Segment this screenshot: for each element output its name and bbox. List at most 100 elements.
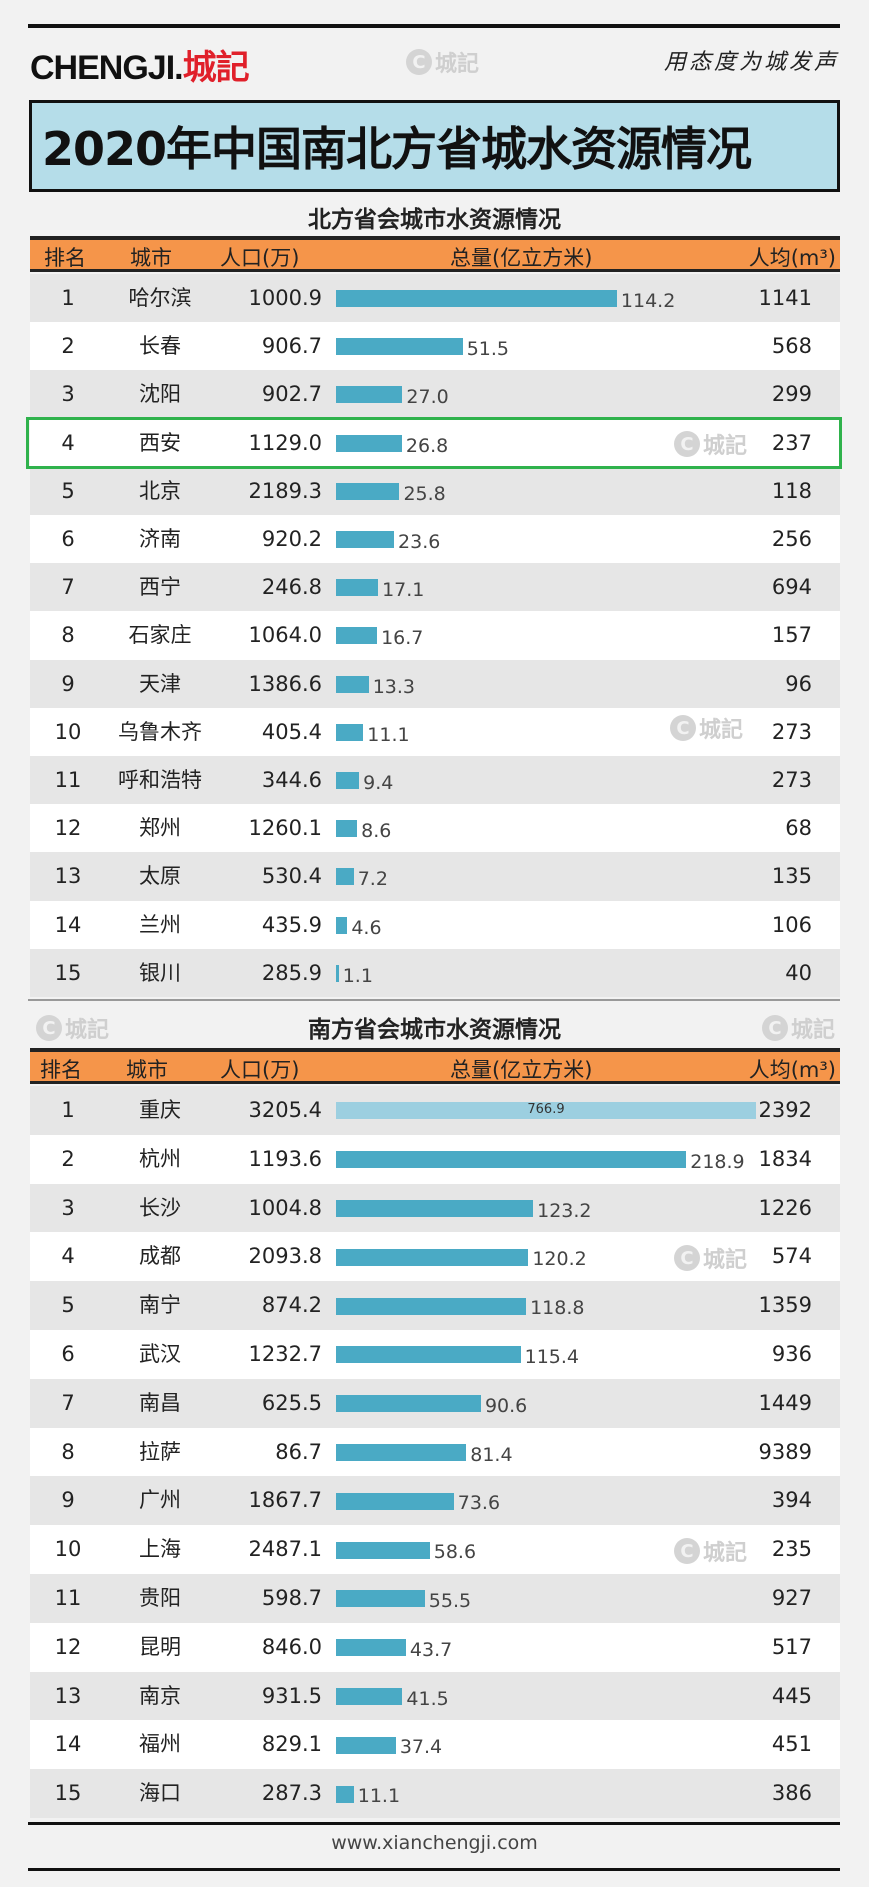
water-total-bar (336, 1151, 687, 1169)
population: 906.7 (261, 334, 322, 359)
water-total-bar (336, 386, 403, 404)
city: 海口 (139, 1781, 181, 1806)
rank: 2 (61, 1146, 75, 1171)
per-capita: 118 (771, 478, 812, 503)
col-rank: 排名 (44, 246, 86, 270)
water-total-label: 58.6 (433, 1541, 477, 1564)
city: 沈阳 (139, 382, 181, 407)
population: 874.2 (261, 1293, 322, 1318)
city: 重庆 (139, 1098, 181, 1122)
city: 武汉 (139, 1342, 181, 1366)
per-capita: 1226 (758, 1195, 812, 1220)
water-total-bar (336, 1687, 403, 1705)
per-capita: 9389 (758, 1439, 812, 1464)
table-row: 1 哈尔滨 1000.9 1141 114.2 (30, 274, 840, 323)
city: 长沙 (139, 1195, 181, 1220)
table-row: 15 海口 287.3 386 11.1 (30, 1769, 840, 1818)
per-capita: 40 (785, 960, 812, 985)
watermark: C 城記 (406, 46, 479, 78)
per-capita: 135 (771, 864, 812, 889)
rank: 4 (61, 1244, 75, 1269)
city: 太原 (139, 864, 181, 889)
title-box: 2020年中国南北方省城水资源情况 (29, 100, 840, 192)
city: 西安 (139, 430, 181, 455)
per-capita: 106 (771, 912, 812, 937)
col-rank: 排名 (40, 1058, 82, 1082)
slogan: 用态度为城发声 (663, 50, 839, 75)
water-total-bar (336, 772, 360, 790)
per-capita: 574 (771, 1244, 812, 1269)
population: 902.7 (261, 382, 322, 407)
per-capita: 517 (771, 1634, 812, 1659)
rank: 15 (54, 1781, 82, 1806)
per-capita: 157 (771, 623, 812, 648)
north-subtitle: 北方省会城市水资源情况 (308, 206, 561, 233)
logo: CHENGJI.城記 (30, 49, 250, 87)
water-total-label: 4.6 (351, 916, 382, 939)
population: 598.7 (261, 1586, 322, 1610)
per-capita: 694 (771, 575, 812, 600)
col-city: 城市 (130, 246, 172, 270)
table-row: 4 成都 2093.8 574 120.2 (30, 1232, 840, 1282)
rank: 1 (61, 1098, 75, 1122)
per-capita: 386 (771, 1781, 812, 1806)
city: 石家庄 (128, 623, 192, 648)
col-total: 总量(亿立方米) (450, 1058, 593, 1082)
per-capita: 273 (771, 768, 812, 792)
water-total-label: 766.9 (527, 1102, 565, 1117)
water-total-label: 7.2 (357, 868, 388, 891)
city: 广州 (139, 1488, 181, 1513)
table-row: 9 天津 1386.6 96 13.3 (30, 659, 840, 708)
col-pop: 人口(万) (220, 1058, 300, 1082)
rank: 5 (61, 478, 75, 503)
per-capita: 299 (771, 382, 812, 407)
table-row: 3 沈阳 902.7 299 27.0 (30, 370, 840, 419)
water-total-bar (336, 675, 369, 693)
water-total-label: 25.8 (403, 482, 446, 505)
water-total-bar (336, 627, 378, 645)
city: 兰州 (139, 912, 181, 937)
watermark: C 城記 (36, 1012, 109, 1044)
population: 405.4 (261, 719, 322, 744)
city: 南京 (139, 1683, 181, 1708)
table-row: 10 上海 2487.1 235 58.6 (30, 1525, 840, 1574)
population: 344.6 (261, 768, 322, 792)
per-capita: 445 (771, 1683, 812, 1708)
city: 哈尔滨 (128, 286, 192, 310)
table-row: 14 兰州 435.9 106 4.6 (30, 900, 840, 949)
water-total-label: 115.4 (524, 1346, 580, 1368)
rank: 8 (61, 623, 75, 648)
table-row: 4 西安 1129.0 237 26.8 (30, 418, 840, 467)
population: 920.2 (261, 527, 322, 551)
table-row: 3 长沙 1004.8 1226 123.2 (30, 1183, 840, 1233)
rank: 13 (54, 864, 82, 889)
per-capita: 394 (771, 1488, 812, 1513)
water-total-bar (336, 1102, 756, 1120)
population: 1004.8 (248, 1195, 322, 1220)
per-capita: 451 (771, 1732, 812, 1757)
rank: 9 (61, 1488, 75, 1513)
water-total-bar (336, 916, 348, 934)
population: 1867.7 (248, 1488, 322, 1513)
population: 931.5 (261, 1683, 322, 1708)
rank: 8 (61, 1439, 75, 1464)
water-total-bar (336, 1639, 406, 1657)
water-total-bar (336, 1346, 521, 1364)
water-total-bar (336, 964, 339, 982)
rank: 11 (54, 1586, 82, 1610)
water-total-bar (336, 1395, 481, 1413)
rank: 9 (61, 671, 75, 696)
table-row: 14 福州 829.1 451 37.4 (30, 1720, 840, 1770)
city: 南昌 (139, 1390, 181, 1415)
city: 昆明 (139, 1634, 181, 1659)
city: 呼和浩特 (118, 768, 202, 792)
water-total-label: 81.4 (470, 1443, 513, 1466)
table-row: 8 拉萨 86.7 9389 81.4 (30, 1427, 840, 1477)
city: 北京 (139, 478, 181, 503)
population: 86.7 (275, 1439, 322, 1464)
col-per: 人均(m³) (748, 1058, 836, 1082)
water-total-label: 8.6 (361, 820, 392, 843)
watermark: C 城記 (670, 712, 743, 744)
rank: 3 (61, 382, 75, 407)
water-total-bar (336, 1492, 454, 1510)
